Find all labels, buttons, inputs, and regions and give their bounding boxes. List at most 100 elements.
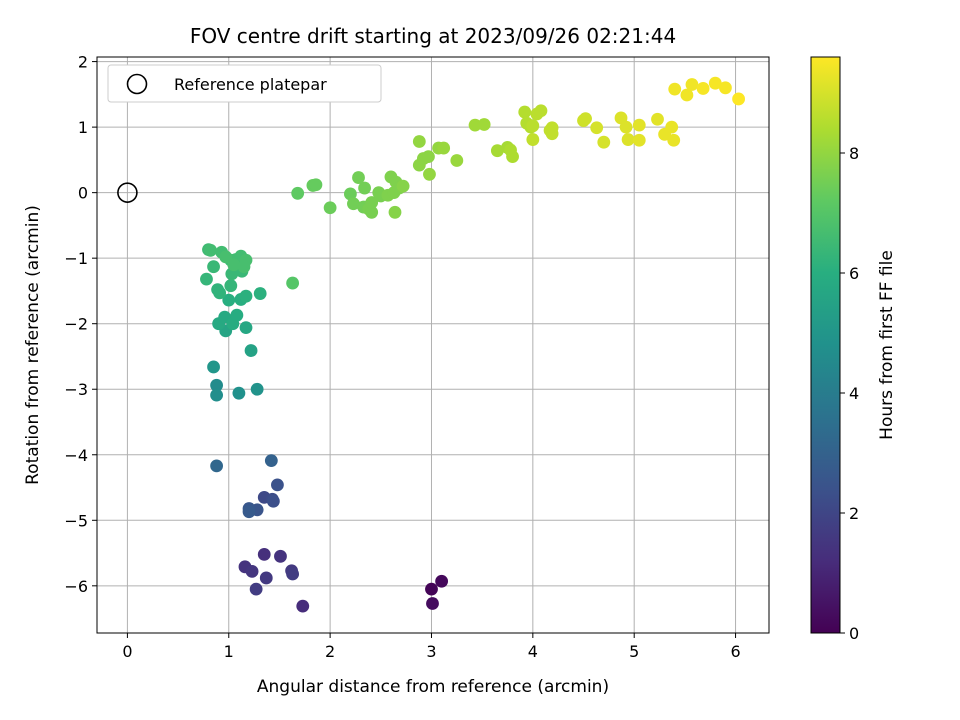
data-point	[239, 321, 253, 335]
data-point	[210, 459, 224, 473]
y-tick-label: −1	[64, 249, 88, 268]
data-point	[227, 258, 241, 272]
data-point	[426, 597, 439, 610]
data-point	[323, 201, 337, 215]
data-point	[244, 344, 258, 357]
data-point	[534, 104, 548, 118]
data-point	[207, 360, 220, 374]
data-point	[732, 92, 745, 106]
data-point	[210, 388, 224, 402]
x-tick-label: 1	[224, 642, 234, 661]
x-tick-label: 3	[426, 642, 436, 661]
data-point	[665, 120, 679, 134]
data-point	[213, 286, 227, 300]
data-points	[200, 76, 745, 613]
data-point	[477, 118, 491, 131]
colorbar: 0 2 4 6 8 Hours from first FF file	[810, 56, 897, 643]
legend-box	[107, 64, 382, 103]
data-point	[347, 197, 360, 211]
colorbar-tick-label: 2	[849, 504, 859, 523]
data-point	[396, 179, 410, 193]
data-point	[504, 143, 517, 157]
data-point	[619, 120, 633, 134]
y-axis-label: Rotation from reference (arcmin)	[23, 205, 43, 485]
data-point	[210, 378, 224, 392]
y-tick-label: −5	[64, 511, 88, 530]
data-point	[239, 289, 253, 303]
legend-marker	[126, 73, 148, 95]
data-point	[222, 293, 236, 307]
data-point	[207, 260, 220, 274]
data-point	[437, 141, 451, 155]
legend: Reference platepar	[107, 64, 382, 103]
data-point	[450, 154, 464, 167]
x-tick-label: 4	[528, 642, 538, 661]
data-point	[232, 386, 246, 400]
data-point	[621, 133, 635, 146]
x-tick-label: 6	[730, 642, 740, 661]
data-point	[230, 308, 244, 322]
colorbar-tick-label: 8	[849, 144, 859, 163]
data-point	[296, 599, 310, 613]
data-point	[224, 279, 238, 293]
data-point	[388, 205, 402, 219]
data-point	[526, 133, 540, 146]
data-point	[264, 454, 278, 468]
x-tick-label: 0	[122, 642, 132, 661]
data-point	[352, 171, 365, 184]
data-point	[668, 82, 682, 96]
data-point	[237, 260, 251, 274]
data-point	[696, 82, 710, 95]
y-axis-ticks: −6 −5 −4 −3 −2 −1 0 1 2	[64, 53, 97, 596]
y-tick-label: 0	[78, 184, 88, 203]
data-point	[423, 167, 436, 181]
data-point	[651, 112, 664, 126]
x-axis-label: Angular distance from reference (arcmin)	[257, 677, 609, 697]
data-point	[632, 133, 646, 147]
data-point	[249, 582, 263, 596]
data-point	[365, 205, 379, 219]
y-tick-label: 2	[78, 53, 88, 72]
data-point	[291, 186, 305, 200]
legend-label: Reference platepar	[174, 75, 327, 94]
data-point	[632, 118, 646, 132]
data-point	[286, 567, 300, 581]
data-point	[518, 105, 532, 119]
grid-lines	[97, 57, 769, 633]
data-point	[526, 119, 540, 133]
data-point	[271, 478, 284, 492]
data-point	[358, 181, 371, 195]
data-point	[685, 78, 699, 91]
colorbar-label: Hours from first FF file	[877, 250, 897, 440]
data-point	[708, 76, 722, 90]
data-point	[200, 272, 213, 286]
data-point	[719, 81, 732, 95]
data-point	[309, 178, 323, 192]
colorbar-tick-label: 6	[849, 264, 859, 283]
y-tick-label: 1	[78, 118, 88, 137]
colorbar-gradient	[810, 56, 841, 634]
data-point	[219, 250, 233, 264]
data-point	[425, 582, 438, 596]
data-point	[250, 382, 264, 396]
data-point	[245, 565, 259, 578]
colorbar-tick-label: 0	[849, 624, 859, 643]
data-point	[242, 505, 256, 519]
data-point	[468, 118, 482, 132]
data-point	[680, 88, 694, 102]
data-point	[257, 547, 271, 561]
data-point	[435, 574, 449, 588]
colorbar-ticks: 0 2 4 6 8	[840, 144, 859, 643]
data-point	[597, 135, 611, 149]
data-point	[343, 187, 357, 201]
y-tick-label: −6	[64, 577, 88, 596]
data-point	[422, 150, 435, 164]
data-point	[286, 276, 300, 290]
y-tick-label: −4	[64, 446, 88, 465]
x-tick-label: 2	[325, 642, 335, 661]
data-point	[579, 112, 592, 125]
data-point	[590, 121, 604, 135]
data-point	[253, 287, 267, 300]
y-tick-label: −3	[64, 380, 88, 399]
